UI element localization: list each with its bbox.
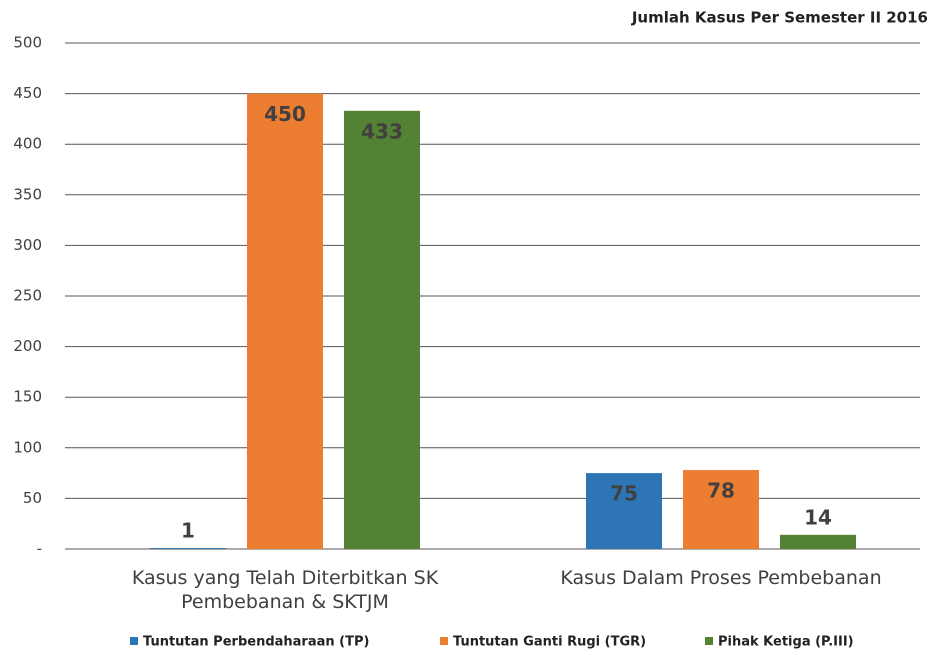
data-label: 433	[361, 119, 403, 143]
legend-swatch	[130, 637, 138, 645]
x-tick-label: Kasus Dalam Proses Pembebanan	[560, 567, 882, 589]
y-tick-label: 450	[13, 84, 42, 102]
bar	[247, 93, 323, 549]
bar	[586, 473, 662, 549]
y-tick-label: 350	[13, 185, 42, 203]
data-label: 1	[181, 518, 195, 542]
legend-label: Tuntutan Perbendaharaan (TP)	[143, 635, 369, 650]
legend-swatch	[705, 637, 713, 645]
y-tick-label: 400	[13, 135, 42, 153]
data-label: 75	[610, 482, 638, 506]
y-tick-label: 200	[13, 337, 42, 355]
legend-label: Pihak Ketiga (P.III)	[718, 635, 854, 650]
chart-title: Jumlah Kasus Per Semester II 2016	[631, 9, 928, 27]
y-tick-label: 500	[13, 34, 42, 52]
y-tick-label: 250	[13, 287, 42, 305]
bar	[780, 534, 856, 549]
legend-label: Tuntutan Ganti Rugi (TGR)	[453, 635, 646, 650]
bar	[683, 470, 759, 549]
legend-swatch	[440, 637, 448, 645]
x-tick-label: Kasus yang Telah Diterbitkan SK Pembeban…	[131, 567, 439, 613]
data-label: 78	[707, 479, 735, 503]
bar	[150, 547, 226, 549]
data-label: 14	[804, 505, 832, 529]
y-tick-label: 300	[13, 236, 42, 254]
y-tick-label: 100	[13, 438, 42, 456]
y-tick-label: 50	[23, 489, 42, 507]
data-label: 450	[264, 102, 306, 126]
y-tick-label: -	[37, 540, 42, 558]
y-tick-label: 150	[13, 388, 42, 406]
bar	[344, 110, 420, 549]
